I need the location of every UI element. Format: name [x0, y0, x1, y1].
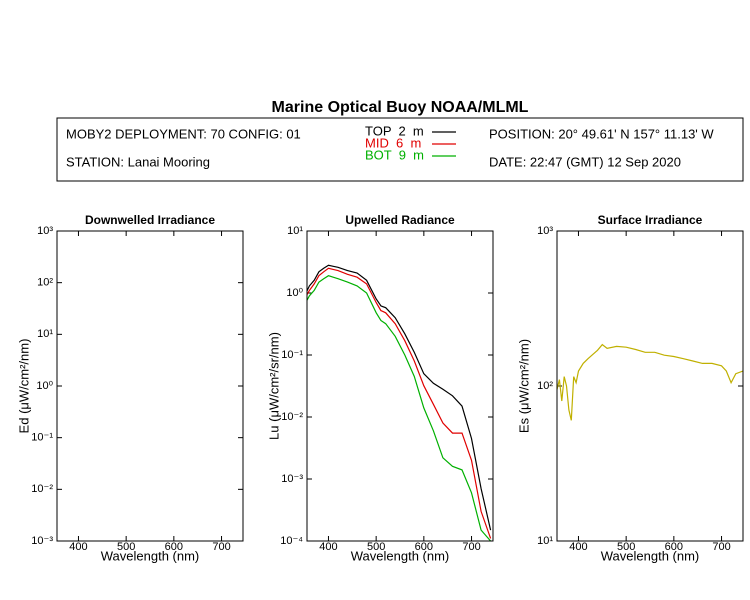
y-tick-label: 10² [37, 277, 53, 289]
y-tick-label: 10⁻³ [31, 535, 53, 547]
legend-label: TOP 2 m [365, 123, 424, 138]
x-tick-label: 700 [462, 541, 480, 553]
header-box [56, 117, 744, 182]
page-title: Marine Optical Buoy NOAA/MLML [272, 99, 529, 116]
y-axis-label: Es (μW/cm²/nm) [516, 339, 531, 433]
panel-title: Surface Irradiance [598, 213, 703, 227]
plot-frame [306, 230, 494, 542]
station: STATION: Lanai Mooring [66, 154, 210, 169]
y-tick-label: 10⁻² [31, 483, 53, 495]
y-tick-label: 10⁰ [36, 380, 53, 392]
series-line [557, 343, 743, 421]
x-tick-label: 400 [569, 541, 587, 553]
x-axis-label: Wavelength (nm) [101, 548, 200, 563]
y-tick-label: 10¹ [287, 225, 303, 237]
plot-frame [556, 230, 744, 542]
legend-label: MID 6 m [365, 135, 421, 150]
y-tick-label: 10⁻¹ [281, 349, 303, 361]
x-tick-label: 500 [117, 541, 135, 553]
x-tick-label: 400 [319, 541, 337, 553]
x-tick-label: 600 [165, 541, 183, 553]
position: POSITION: 20° 49.61' N 157° 11.13' W [489, 126, 714, 141]
x-tick-label: 700 [712, 541, 730, 553]
y-tick-label: 10² [537, 380, 553, 392]
x-tick-label: 400 [69, 541, 87, 553]
y-tick-label: 10¹ [537, 535, 553, 547]
y-tick-label: 10³ [37, 225, 53, 237]
x-tick-label: 600 [415, 541, 433, 553]
plot-frame [56, 230, 244, 542]
y-tick-label: 10¹ [37, 328, 53, 340]
panel-title: Downwelled Irradiance [85, 213, 215, 227]
series-line [307, 267, 492, 539]
deployment: MOBY2 DEPLOYMENT: 70 CONFIG: 01 [66, 126, 301, 141]
x-tick-label: 700 [212, 541, 230, 553]
x-tick-label: 500 [617, 541, 635, 553]
y-tick-label: 10⁻¹ [31, 432, 53, 444]
series-line [307, 275, 492, 541]
y-tick-label: 10³ [537, 225, 553, 237]
y-tick-label: 10⁻³ [281, 473, 303, 485]
date: DATE: 22:47 (GMT) 12 Sep 2020 [489, 154, 681, 169]
y-tick-label: 10⁻⁴ [280, 535, 303, 547]
panel-title: Upwelled Radiance [345, 213, 455, 227]
y-tick-label: 10⁻² [281, 411, 303, 423]
x-tick-label: 600 [665, 541, 683, 553]
series-line [307, 264, 492, 531]
y-tick-label: 10⁰ [286, 287, 303, 299]
x-axis-label: Wavelength (nm) [601, 548, 700, 563]
legend-label: BOT 9 m [365, 147, 424, 162]
y-axis-label: Ed (μW/cm²/nm) [16, 339, 31, 434]
x-axis-label: Wavelength (nm) [351, 548, 450, 563]
x-tick-label: 500 [367, 541, 385, 553]
y-axis-label: Lu (μW/cm²/sr/nm) [266, 332, 281, 440]
